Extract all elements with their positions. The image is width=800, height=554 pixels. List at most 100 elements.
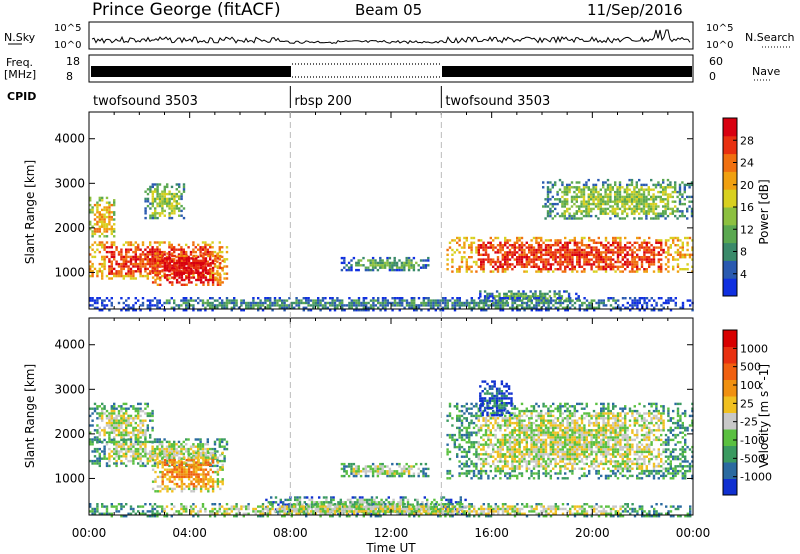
power-cell xyxy=(590,188,593,191)
power-cell xyxy=(371,256,375,260)
velocity-cell xyxy=(117,433,121,437)
power-colorbar-swatch xyxy=(723,118,737,137)
power-cell xyxy=(592,260,596,264)
power-cell xyxy=(458,236,461,240)
power-cell xyxy=(185,254,188,258)
velocity-cell xyxy=(207,482,210,486)
velocity-cell xyxy=(161,443,164,446)
power-cell xyxy=(628,198,631,201)
power-cell xyxy=(427,301,430,305)
power-cell xyxy=(511,251,514,254)
power-cell xyxy=(676,217,679,220)
velocity-cell xyxy=(475,455,478,458)
power-cell xyxy=(594,195,598,199)
power-cell xyxy=(659,195,662,199)
velocity-cell xyxy=(484,441,488,444)
power-cell xyxy=(120,267,123,271)
power-cell xyxy=(642,207,646,211)
power-cell xyxy=(365,297,368,300)
power-cell xyxy=(578,246,581,249)
power-cell xyxy=(91,248,94,251)
power-cell xyxy=(120,255,123,259)
power-cell xyxy=(614,239,617,242)
velocity-cell xyxy=(108,464,111,468)
power-cell xyxy=(611,188,614,191)
power-cell xyxy=(216,265,219,268)
power-cell xyxy=(166,185,169,189)
power-cell xyxy=(588,301,591,305)
velocity-cell xyxy=(122,443,125,446)
power-cell xyxy=(178,266,181,270)
power-cell xyxy=(573,212,576,215)
power-cell xyxy=(597,248,600,252)
power-cell xyxy=(542,265,545,268)
power-cell xyxy=(573,198,576,201)
power-cell xyxy=(168,281,172,284)
power-cell xyxy=(495,295,499,298)
power-cell xyxy=(177,248,181,251)
power-cell xyxy=(585,207,588,211)
power-cell xyxy=(593,299,596,302)
velocity-cell xyxy=(161,452,164,456)
power-cell xyxy=(487,241,490,244)
power-cell xyxy=(149,190,152,193)
power-cell xyxy=(511,306,514,309)
power-cell xyxy=(681,244,684,247)
velocity-cell xyxy=(487,429,490,432)
power-cell xyxy=(386,299,389,302)
power-ylabel: Slant Range [km] xyxy=(23,160,37,264)
power-cell xyxy=(446,304,449,307)
power-cell xyxy=(473,306,476,309)
power-cell xyxy=(479,290,482,293)
power-cell xyxy=(451,258,454,261)
velocity-cell xyxy=(144,452,147,456)
power-cell xyxy=(648,241,651,244)
power-cell xyxy=(405,264,408,267)
power-cell xyxy=(566,244,569,247)
power-cell xyxy=(614,260,617,264)
velocity-cell xyxy=(487,433,490,437)
power-cell xyxy=(570,181,574,184)
velocity-cell xyxy=(458,465,461,468)
power-cell xyxy=(353,299,356,302)
power-cell xyxy=(273,301,277,305)
power-cell xyxy=(98,230,101,233)
power-cell xyxy=(317,304,320,307)
power-cell xyxy=(616,190,619,194)
power-cell xyxy=(522,295,525,298)
power-cell xyxy=(597,178,600,182)
power-cell xyxy=(127,304,130,307)
power-cell xyxy=(638,207,641,211)
power-cell xyxy=(439,304,442,307)
power-cell xyxy=(597,251,600,254)
power-cell xyxy=(590,239,593,242)
velocity-cell xyxy=(144,429,147,432)
power-cell xyxy=(460,246,464,249)
power-cell xyxy=(654,183,658,187)
power-cell xyxy=(96,297,99,300)
power-cell xyxy=(558,178,562,182)
power-cell xyxy=(151,204,154,208)
power-cell xyxy=(619,241,622,244)
velocity-cell xyxy=(156,438,159,441)
velocity-cell xyxy=(115,426,118,430)
power-cell xyxy=(604,253,608,256)
power-cell xyxy=(597,200,600,203)
velocity-cell xyxy=(161,480,164,483)
power-cell xyxy=(576,246,579,249)
velocity-cell xyxy=(141,419,145,422)
power-cell xyxy=(616,244,620,247)
power-cell xyxy=(592,200,595,203)
power-cell xyxy=(554,207,557,211)
power-cell xyxy=(496,270,500,273)
power-cell xyxy=(161,212,164,215)
velocity-cell xyxy=(177,440,181,444)
velocity-cell xyxy=(127,450,130,453)
power-cell xyxy=(612,244,615,247)
power-cell xyxy=(496,251,500,254)
power-cell xyxy=(307,304,310,307)
power-cell xyxy=(420,309,423,312)
power-cell xyxy=(129,255,133,259)
power-cell xyxy=(154,197,157,201)
power-cell xyxy=(113,201,116,204)
